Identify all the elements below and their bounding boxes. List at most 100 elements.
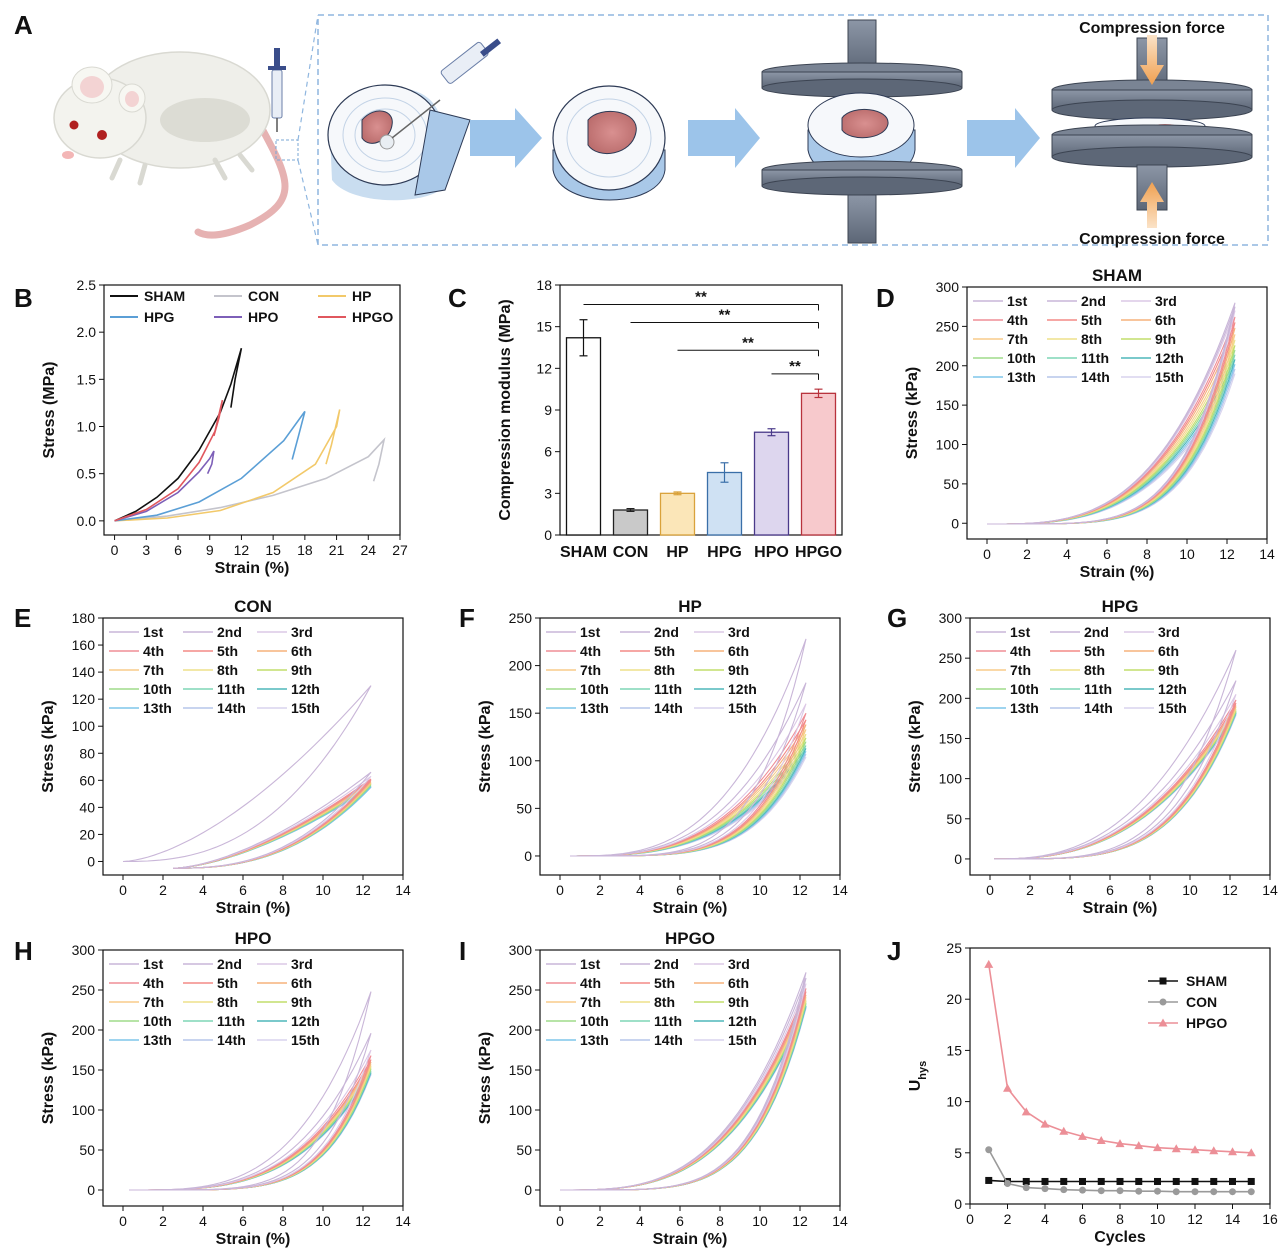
series-line-hpgo xyxy=(114,399,224,522)
legend-entry: 14th xyxy=(217,700,246,716)
y-tick-label: 18 xyxy=(536,277,552,293)
legend-entry: 13th xyxy=(1010,700,1039,716)
x-tick-label: 8 xyxy=(716,1213,724,1229)
bar-hpo xyxy=(753,431,790,536)
category-label: HPGO xyxy=(795,544,842,561)
panel-label-c: C xyxy=(448,283,467,313)
legend-entry: 3rd xyxy=(728,624,750,640)
y-tick-label: 5 xyxy=(954,1145,962,1161)
series-line-con xyxy=(114,437,386,522)
process-arrow-2 xyxy=(688,108,760,168)
legend-entry: 2nd xyxy=(654,624,679,640)
x-tick-label: 10 xyxy=(1179,546,1195,562)
rat-illustration xyxy=(53,48,299,239)
y-tick-label: 0 xyxy=(951,515,959,531)
cycle-loop-15 xyxy=(994,714,1237,860)
legend-marker xyxy=(1159,977,1167,985)
legend-entry: CON xyxy=(1186,994,1217,1010)
legend-entry: 4th xyxy=(580,643,601,659)
legend-entry: 14th xyxy=(1081,369,1110,385)
y-axis-label: Stress (kPa) xyxy=(907,700,924,793)
legend-entry: 10th xyxy=(580,681,609,697)
disc-injected xyxy=(552,85,666,201)
legend-entry: 3rd xyxy=(1155,293,1177,309)
y-tick-label: 15 xyxy=(946,1042,962,1058)
y-tick-label: 200 xyxy=(936,358,960,374)
chart-g: G HPG 0 2 4 6 8 10 12 14 0 50 100 150 200 250 300 Strain … xyxy=(887,597,1278,917)
y-axis-label: Stress (kPa) xyxy=(40,700,57,793)
y-tick-label: 1.5 xyxy=(77,371,97,387)
legend-entry: 11th xyxy=(217,681,245,697)
x-tick-label: 10 xyxy=(752,882,768,898)
data-point xyxy=(1079,1186,1086,1194)
legend-entry: 5th xyxy=(654,975,675,991)
y-tick-label: 0 xyxy=(954,1196,962,1212)
force-arrow-up-icon xyxy=(1140,182,1164,228)
x-tick-label: 8 xyxy=(1146,882,1154,898)
x-axis-label: Strain (%) xyxy=(216,1231,291,1248)
cycle-loop-1 xyxy=(987,302,1236,525)
series-line-hpo xyxy=(114,450,215,522)
x-tick-label: 0 xyxy=(966,1211,974,1227)
y-tick-label: 1.0 xyxy=(77,419,97,435)
y-tick-label: 100 xyxy=(939,771,963,787)
bar-hp xyxy=(659,492,696,536)
legend-entry: 4th xyxy=(143,975,164,991)
x-tick-label: 12 xyxy=(792,1213,808,1229)
series-line-hp xyxy=(114,409,341,522)
legend-entry: 3rd xyxy=(291,956,313,972)
data-point xyxy=(1228,1147,1237,1156)
cycle-loop-8 xyxy=(172,782,372,869)
x-tick-label: 10 xyxy=(752,1213,768,1229)
bar-sham xyxy=(565,337,602,536)
x-tick-label: 14 xyxy=(1259,546,1275,562)
legend-entry: 1st xyxy=(580,624,601,640)
legend-entry: 2nd xyxy=(1081,293,1106,309)
legend-entry: 7th xyxy=(580,994,601,1010)
y-tick-label: 160 xyxy=(72,637,96,653)
data-point xyxy=(1246,1148,1256,1157)
data-point xyxy=(1041,1185,1049,1193)
legend-entry: 6th xyxy=(1158,643,1179,659)
legend-entry: 14th xyxy=(654,1032,683,1048)
data-point xyxy=(1060,1186,1068,1194)
legend-entry: 15th xyxy=(291,700,320,716)
legend-entry: 7th xyxy=(143,994,164,1010)
data-point xyxy=(1209,1146,1219,1155)
x-tick-label: 8 xyxy=(279,1213,287,1229)
chart-j: J 0 2 4 6 8 10 12 14 16 0 5 10 15 20 25 Cycles Uhys SHAM CO… xyxy=(887,936,1278,1246)
y-tick-label: 40 xyxy=(79,799,95,815)
y-tick-label: 200 xyxy=(509,1022,533,1038)
y-tick-label: 300 xyxy=(936,279,960,295)
x-tick-label: 2 xyxy=(596,1213,604,1229)
data-point xyxy=(1097,1187,1105,1195)
legend-entry: 2nd xyxy=(654,956,679,972)
x-tick-label: 6 xyxy=(174,542,182,558)
x-tick-label: 2 xyxy=(1026,882,1034,898)
legend-entry: 1st xyxy=(580,956,601,972)
data-point xyxy=(985,1176,993,1184)
cycle-loop-11 xyxy=(172,785,372,869)
y-tick-label: 25 xyxy=(946,940,962,956)
y-axis-label: Stress (kPa) xyxy=(904,367,921,460)
x-tick-label: 4 xyxy=(636,1213,644,1229)
data-point xyxy=(1247,1177,1255,1185)
legend-entry: 14th xyxy=(654,700,683,716)
data-point xyxy=(1060,1177,1068,1185)
data-point xyxy=(1003,1083,1012,1092)
chart-title: SHAM xyxy=(1092,266,1142,285)
data-point xyxy=(1097,1177,1105,1185)
series-line-hpgo xyxy=(988,964,1252,1154)
legend-entry: 8th xyxy=(654,994,675,1010)
x-tick-label: 4 xyxy=(1063,546,1071,562)
legend-entry: 3rd xyxy=(728,956,750,972)
data-point xyxy=(1135,1177,1143,1185)
legend-entry: 7th xyxy=(580,662,601,678)
x-tick-label: 0 xyxy=(111,542,119,558)
legend-entry: HPGO xyxy=(1186,1015,1227,1031)
y-tick-label: 120 xyxy=(72,691,96,707)
legend-entry: 5th xyxy=(1081,312,1102,328)
legend-entry: 9th xyxy=(1158,662,1179,678)
cycle-loop-10 xyxy=(129,1068,372,1191)
y-tick-label: 2.0 xyxy=(77,324,97,340)
